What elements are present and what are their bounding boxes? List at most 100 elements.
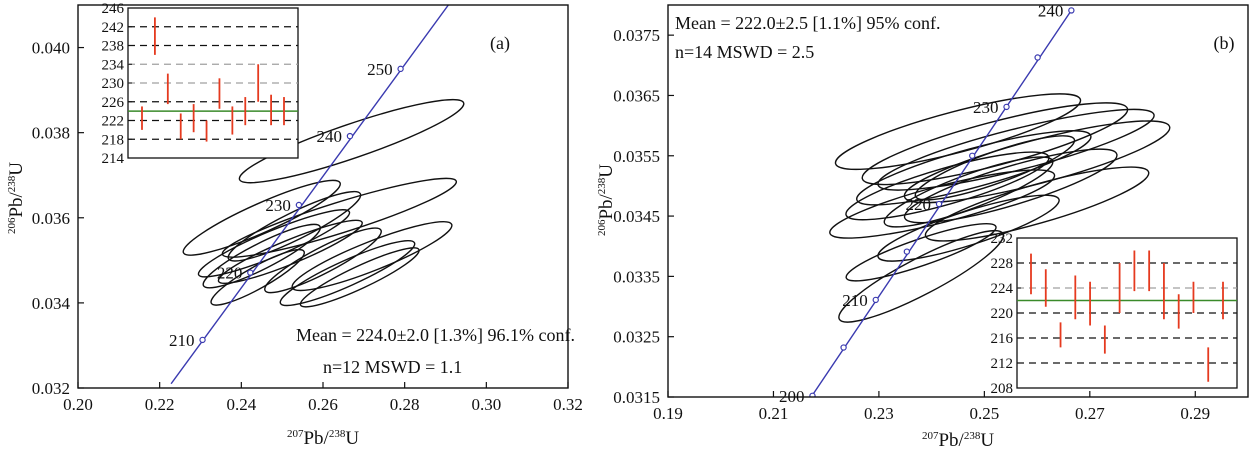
x-tick-label: 0.23 xyxy=(864,404,894,423)
inset-y-tick-label: 214 xyxy=(102,151,125,167)
concordia-marker-extra-1 xyxy=(840,344,847,351)
x-tick-label: 0.21 xyxy=(759,404,789,423)
error-ellipse-14 xyxy=(883,156,1054,228)
stats-annotation-line1: Mean = 222.0±2.5 [1.1%] 95% conf. xyxy=(675,13,940,33)
inset-y-tick-label: 220 xyxy=(991,306,1014,322)
error-ellipse-9 xyxy=(291,220,453,292)
inset-y-tick-label: 238 xyxy=(102,39,125,55)
concordia-marker-240 xyxy=(346,132,354,140)
y-tick-label: 0.036 xyxy=(32,209,70,228)
inset-y-tick-label: 218 xyxy=(102,132,125,148)
inset-y-tick-label: 224 xyxy=(991,281,1014,297)
error-ellipse-12 xyxy=(845,222,997,282)
concordia-marker-extra-4 xyxy=(1034,54,1041,61)
x-tick-label: 0.32 xyxy=(553,395,583,414)
y-tick-label: 0.0365 xyxy=(613,86,660,105)
error-ellipse-2 xyxy=(182,179,341,256)
error-ellipse-3 xyxy=(227,190,362,262)
y-tick-label: 0.0325 xyxy=(613,328,660,347)
concordia-marker-250 xyxy=(397,65,404,73)
inset-y-tick-label: 228 xyxy=(991,256,1014,272)
x-tick-label: 0.27 xyxy=(1075,404,1105,423)
x-tick-label: 0.29 xyxy=(1180,404,1210,423)
concordia-marker-extra-3 xyxy=(969,152,976,159)
age-label-230: 230 xyxy=(265,196,291,215)
error-ellipse-3 xyxy=(877,108,1155,191)
concordia-marker-extra-2 xyxy=(903,248,911,255)
concordia-marker-210 xyxy=(199,336,206,344)
error-ellipse-6 xyxy=(202,223,321,289)
error-ellipse-5 xyxy=(903,120,1171,204)
error-ellipse-4 xyxy=(856,130,1092,206)
x-axis-label-end: U xyxy=(345,428,359,449)
error-ellipse-2 xyxy=(861,102,1129,186)
concordia-marker-220 xyxy=(247,269,254,276)
y-tick-label: 0.0375 xyxy=(613,26,660,45)
error-ellipse-10 xyxy=(914,135,1076,201)
x-tick-label: 0.22 xyxy=(145,395,175,414)
y-axis-label-sup1: 206 xyxy=(596,219,608,236)
age-label-220: 220 xyxy=(217,264,243,283)
error-ellipse-6 xyxy=(845,151,1050,221)
error-ellipse-11 xyxy=(210,248,305,306)
y-tick-label: 0.0345 xyxy=(613,207,660,226)
x-tick-label: 0.30 xyxy=(471,395,501,414)
concordia-marker-240 xyxy=(1068,7,1075,14)
x-axis-label-main: Pb/ xyxy=(303,428,329,449)
x-tick-label: 0.19 xyxy=(653,404,683,423)
inset-y-tick-label: 230 xyxy=(102,76,125,92)
plot-area xyxy=(170,5,465,385)
age-label-200: 200 xyxy=(779,387,805,406)
inset-y-tick-label: 222 xyxy=(102,114,125,130)
error-ellipse-7 xyxy=(903,148,1118,224)
y-tick-label: 0.0335 xyxy=(613,267,660,286)
y-tick-label: 0.0355 xyxy=(613,147,660,166)
y-axis-label-main: Pb/ xyxy=(596,193,617,219)
y-axis-label-main: Pb/ xyxy=(6,191,27,217)
panel-label: (a) xyxy=(490,33,510,54)
x-axis-label-sup1: 207 xyxy=(922,430,939,442)
x-axis-label-sup2: 238 xyxy=(329,428,346,440)
panel-label: (b) xyxy=(1214,33,1235,54)
error-ellipse-13 xyxy=(838,230,1004,323)
concordia-marker-230 xyxy=(295,201,303,209)
age-label-210: 210 xyxy=(169,331,195,350)
y-axis-label-end: U xyxy=(596,164,617,178)
error-ellipse-8 xyxy=(264,227,382,294)
concordia-marker-210 xyxy=(872,296,879,304)
y-tick-label: 0.0315 xyxy=(613,388,660,407)
panel-a: 210 220 230 240 250 0.20 0.22 0.24 0.26 0.28 0.30 0… xyxy=(6,1,583,449)
inset-y-tick-label: 234 xyxy=(102,57,125,73)
y-axis-label-sup2: 238 xyxy=(6,175,18,192)
inset-y-tick-label: 216 xyxy=(991,331,1014,347)
y-tick-label: 0.034 xyxy=(32,294,71,313)
age-label-240: 240 xyxy=(316,127,342,146)
concordia-marker-200 xyxy=(809,392,816,397)
x-tick-label: 0.25 xyxy=(969,404,999,423)
x-axis-label: 207Pb/238U xyxy=(922,430,994,451)
y-tick-label: 0.032 xyxy=(32,379,70,398)
concordia-marker-220 xyxy=(935,200,943,208)
age-label-250: 250 xyxy=(367,60,393,79)
x-tick-label: 0.20 xyxy=(63,395,93,414)
y-axis-label: 206Pb/238U xyxy=(596,164,617,236)
error-ellipse-10 xyxy=(279,239,416,307)
x-axis-label-end: U xyxy=(980,430,994,451)
x-tick-label: 0.24 xyxy=(226,395,256,414)
x-axis-label: 207Pb/238U xyxy=(287,428,359,449)
y-axis-label-sup1: 206 xyxy=(6,217,18,234)
inset-y-tick-label: 208 xyxy=(991,381,1014,397)
age-label-230: 230 xyxy=(973,98,999,117)
age-label-210: 210 xyxy=(842,291,868,310)
y-tick-label: 0.040 xyxy=(32,39,70,58)
error-ellipse-12 xyxy=(299,247,420,308)
error-ellipse-7 xyxy=(217,219,363,285)
y-tick-label: 0.038 xyxy=(32,124,70,143)
inset-y-tick-label: 212 xyxy=(991,356,1014,372)
plot-area xyxy=(809,7,1171,397)
x-axis-label-main: Pb/ xyxy=(938,430,964,451)
y-axis-label-end: U xyxy=(6,162,27,176)
y-axis-label: 206Pb/238U xyxy=(6,162,27,234)
